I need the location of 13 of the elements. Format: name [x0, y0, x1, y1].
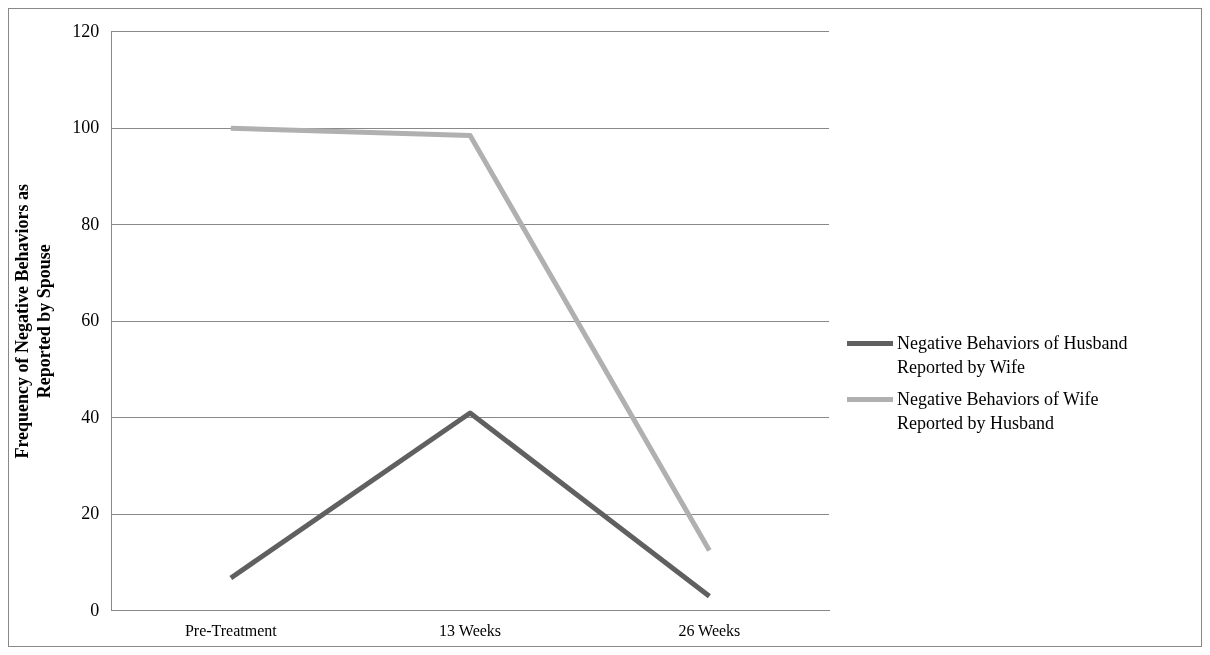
- legend-label: Negative Behaviors of Wife Reported by Husband: [897, 388, 1100, 435]
- y-tick-label: 60: [81, 310, 100, 331]
- y-tick-label: 120: [72, 20, 100, 41]
- x-tick-label: 26 Weeks: [678, 621, 741, 639]
- y-axis-title: Frequency of Negative Behaviors as Reported by Spouse: [12, 183, 55, 459]
- legend-label: Negative Behaviors of Husband Reported by Wife: [897, 332, 1129, 379]
- x-tick-label: Pre-Treatment: [184, 621, 278, 639]
- y-tick-label: 20: [81, 503, 100, 524]
- x-tick-label: 13 Weeks: [439, 621, 502, 639]
- y-tick-label: 0: [90, 599, 100, 620]
- y-tick-label: 100: [72, 117, 100, 138]
- y-tick-label: 80: [81, 213, 100, 234]
- y-tick-label: 40: [81, 406, 100, 427]
